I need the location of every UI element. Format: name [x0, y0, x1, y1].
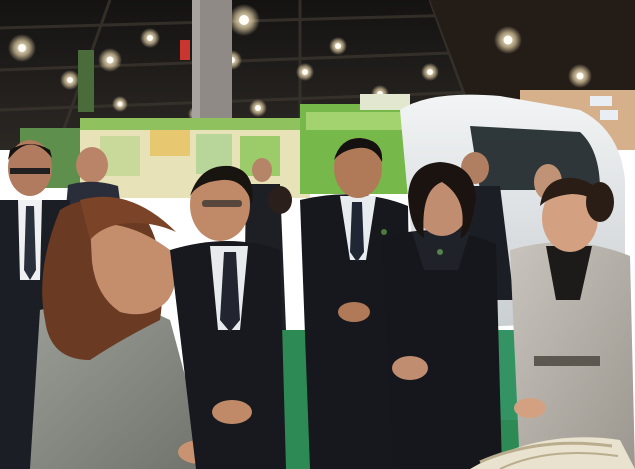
person-right-woman: [510, 177, 635, 469]
person-center-left-man: [170, 165, 286, 469]
hanging-banner: [78, 50, 94, 112]
ceiling-red-sign: [180, 40, 190, 60]
person-gray-dress-woman: [30, 196, 222, 469]
ceiling-lights: [8, 4, 592, 122]
person-black-jacket-woman: [382, 162, 502, 469]
